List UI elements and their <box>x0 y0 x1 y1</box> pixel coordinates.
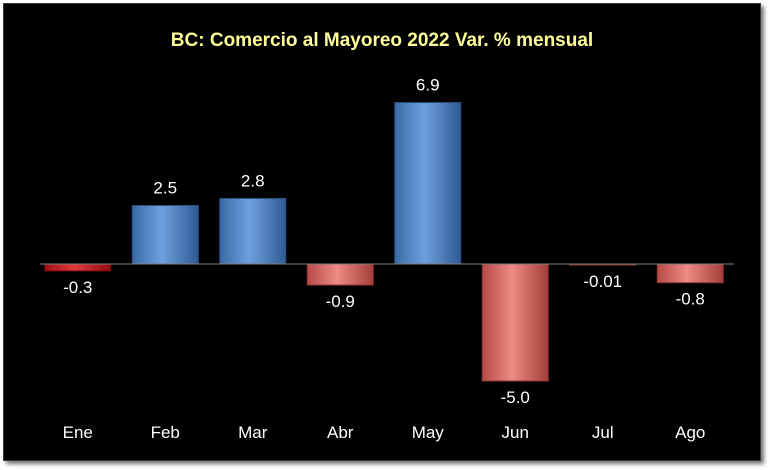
x-tick-label-jun: Jun <box>502 423 529 442</box>
bar-abr <box>306 263 374 286</box>
data-label-mar: 2.8 <box>241 171 265 190</box>
bar-mar <box>219 197 287 265</box>
bar-jun <box>481 263 549 382</box>
bar-feb <box>131 205 199 265</box>
x-tick-labels-layer: Ene Feb Mar Abr May Jun Jul Ago <box>63 423 706 442</box>
bar-ago <box>656 263 724 284</box>
bar-ene <box>44 263 112 272</box>
x-tick-label-abr: Abr <box>327 423 354 442</box>
bar-may <box>394 102 462 265</box>
x-tick-label-mar: Mar <box>238 423 268 442</box>
x-tick-label-jul: Jul <box>592 423 614 442</box>
x-tick-label-ene: Ene <box>63 423 93 442</box>
x-tick-label-ago: Ago <box>675 423 705 442</box>
data-label-abr: -0.9 <box>326 292 355 311</box>
x-tick-label-feb: Feb <box>151 423 180 442</box>
chart-area: BC: Comercio al Mayoreo 2022 Var. % mens… <box>40 30 734 442</box>
bars-layer <box>44 102 724 382</box>
data-label-jul: -0.01 <box>583 272 622 291</box>
data-labels-layer: -0.3 2.5 2.8 -0.9 6.9 -5.0 -0.01 -0.8 <box>63 76 705 407</box>
data-label-ene: -0.3 <box>63 278 92 297</box>
data-label-may: 6.9 <box>416 76 440 95</box>
x-tick-label-may: May <box>412 423 445 442</box>
data-label-jun: -5.0 <box>501 388 530 407</box>
data-label-feb: 2.5 <box>153 179 177 198</box>
chart-frame: BC: Comercio al Mayoreo 2022 Var. % mens… <box>3 3 761 461</box>
data-label-ago: -0.8 <box>676 290 705 309</box>
chart-title: BC: Comercio al Mayoreo 2022 Var. % mens… <box>171 30 593 51</box>
